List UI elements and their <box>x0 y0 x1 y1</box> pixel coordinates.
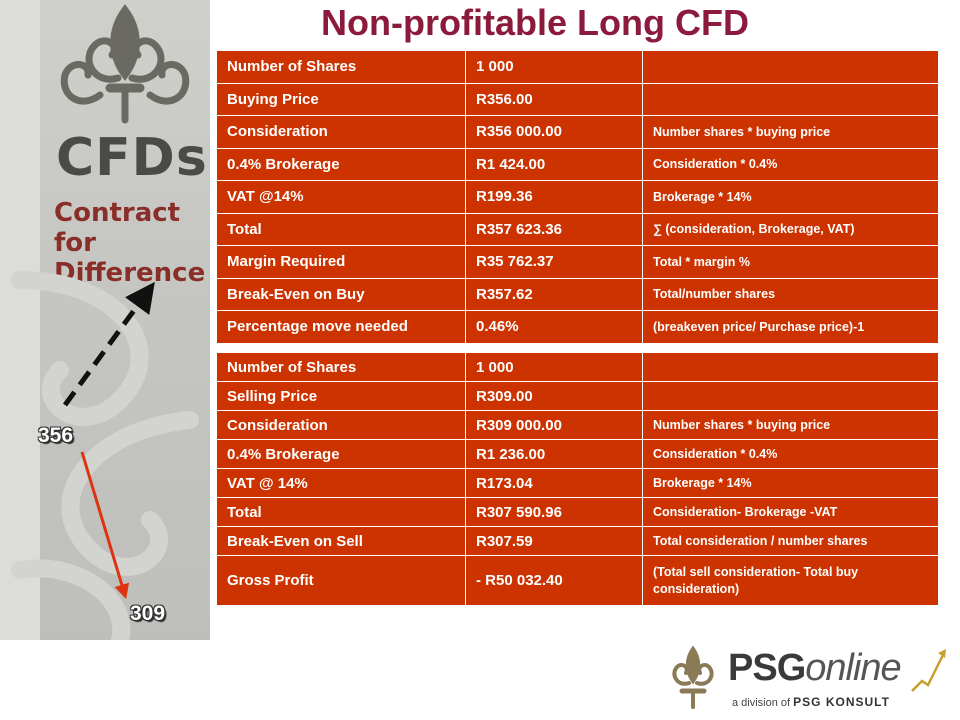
table-row: 0.4% Brokerage R1 236.00 Consideration * 0… <box>216 439 939 469</box>
fleur-de-lis-logo-icon <box>60 4 190 124</box>
table-row: Number of Shares 1 000 <box>216 50 939 84</box>
table-row: Gross Profit - R50 032.40 (Total sell cons… <box>216 555 939 606</box>
row-note: Total * margin % <box>642 245 939 279</box>
table-row: Consideration R356 000.00 Number shares * … <box>216 115 939 149</box>
row-value: R173.04 <box>465 468 643 498</box>
division-prefix: a division of <box>732 697 791 709</box>
table-row: VAT @14% R199.36 Brokerage * 14% <box>216 180 939 214</box>
row-label: Total <box>216 212 466 246</box>
row-value: R356.00 <box>465 82 643 116</box>
contract-line-1: Contract for <box>54 198 181 258</box>
row-note: Consideration * 0.4% <box>642 439 939 469</box>
row-value: R199.36 <box>465 180 643 214</box>
row-note: Number shares * buying price <box>642 410 939 440</box>
row-label: VAT @ 14% <box>216 468 466 498</box>
row-note: (Total sell consideration- Total buy con… <box>642 555 939 606</box>
row-value: 0.46% <box>465 310 643 344</box>
page-title: Non-profitable Long CFD <box>321 2 749 43</box>
row-label: Selling Price <box>216 381 466 411</box>
row-value: R307.59 <box>465 526 643 556</box>
contract-for-difference-text: Contract for Difference <box>54 198 210 288</box>
online-text: online <box>805 647 901 689</box>
cfds-heading: CFDs <box>56 128 208 188</box>
row-note: Brokerage * 14% <box>642 180 939 214</box>
table-row: Total R357 623.36 ∑ (consideration, Broker… <box>216 212 939 246</box>
psg-division-text: a division of PSG KONSULT <box>732 695 890 709</box>
sell-cfd-table: Number of Shares 1 000 Selling Price R309.0… <box>216 352 939 606</box>
row-label: Gross Profit <box>216 555 466 606</box>
row-value: R1 424.00 <box>465 147 643 181</box>
row-value: 1 000 <box>465 352 643 382</box>
table-row: Break-Even on Sell R307.59 Total considera… <box>216 526 939 556</box>
row-label: Margin Required <box>216 245 466 279</box>
row-note <box>642 352 939 382</box>
row-note: Consideration * 0.4% <box>642 147 939 181</box>
table-row: Selling Price R309.00 <box>216 381 939 411</box>
row-value: R357.62 <box>465 277 643 311</box>
decorative-swirls-icon <box>11 271 199 640</box>
row-value: R1 236.00 <box>465 439 643 469</box>
row-value: 1 000 <box>465 50 643 84</box>
table-row: Consideration R309 000.00 Number shares * … <box>216 410 939 440</box>
table-row: Number of Shares 1 000 <box>216 352 939 382</box>
row-value: R356 000.00 <box>465 115 643 149</box>
psg-fleur-icon <box>672 645 714 709</box>
row-label: 0.4% Brokerage <box>216 147 466 181</box>
row-value: R307 590.96 <box>465 497 643 527</box>
row-label: Consideration <box>216 115 466 149</box>
row-note <box>642 381 939 411</box>
row-label: Break-Even on Buy <box>216 277 466 311</box>
division-name: PSG KONSULT <box>793 695 890 709</box>
table-row: Total R307 590.96 Consideration- Brokerage… <box>216 497 939 527</box>
sell-price-label: 309 <box>130 602 166 625</box>
row-value: R309 000.00 <box>465 410 643 440</box>
row-note: Consideration- Brokerage -VAT <box>642 497 939 527</box>
table-row: Break-Even on Buy R357.62 Total/number sha… <box>216 277 939 311</box>
psg-text: PSG <box>728 647 806 689</box>
row-label: Buying Price <box>216 82 466 116</box>
table-row: VAT @ 14% R173.04 Brokerage * 14% <box>216 468 939 498</box>
row-note <box>642 50 939 84</box>
row-label: Number of Shares <box>216 50 466 84</box>
growth-arrow-icon <box>911 649 946 692</box>
row-note: Brokerage * 14% <box>642 468 939 498</box>
row-label: Total <box>216 497 466 527</box>
row-label: Consideration <box>216 410 466 440</box>
psg-online-logo: PSGonline a division of PSG KONSULT <box>660 645 955 715</box>
row-note: ∑ (consideration, Brokerage, VAT) <box>642 212 939 246</box>
row-value: R35 762.37 <box>465 245 643 279</box>
row-label: Percentage move needed <box>216 310 466 344</box>
table-row: Percentage move needed 0.46% (breakeven pr… <box>216 310 939 344</box>
row-note: Number shares * buying price <box>642 115 939 149</box>
row-note: Total consideration / number shares <box>642 526 939 556</box>
row-value: R309.00 <box>465 381 643 411</box>
row-note: (breakeven price/ Purchase price)-1 <box>642 310 939 344</box>
buy-cfd-table: Number of Shares 1 000 Buying Price R356.00… <box>216 50 939 344</box>
row-value: R357 623.36 <box>465 212 643 246</box>
side-panel-strip <box>0 0 40 640</box>
table-row: Margin Required R35 762.37 Total * margin … <box>216 245 939 279</box>
row-label: Number of Shares <box>216 352 466 382</box>
row-label: Break-Even on Sell <box>216 526 466 556</box>
row-label: VAT @14% <box>216 180 466 214</box>
row-value: - R50 032.40 <box>465 555 643 606</box>
psg-online-wordmark: PSGonline <box>728 647 902 690</box>
table-row: 0.4% Brokerage R1 424.00 Consideration * 0… <box>216 147 939 181</box>
row-note <box>642 82 939 116</box>
row-note: Total/number shares <box>642 277 939 311</box>
row-label: 0.4% Brokerage <box>216 439 466 469</box>
side-panel: CFDs Contract for Difference <box>0 0 210 640</box>
table-row: Buying Price R356.00 <box>216 82 939 116</box>
buy-price-label: 356 <box>38 424 74 447</box>
